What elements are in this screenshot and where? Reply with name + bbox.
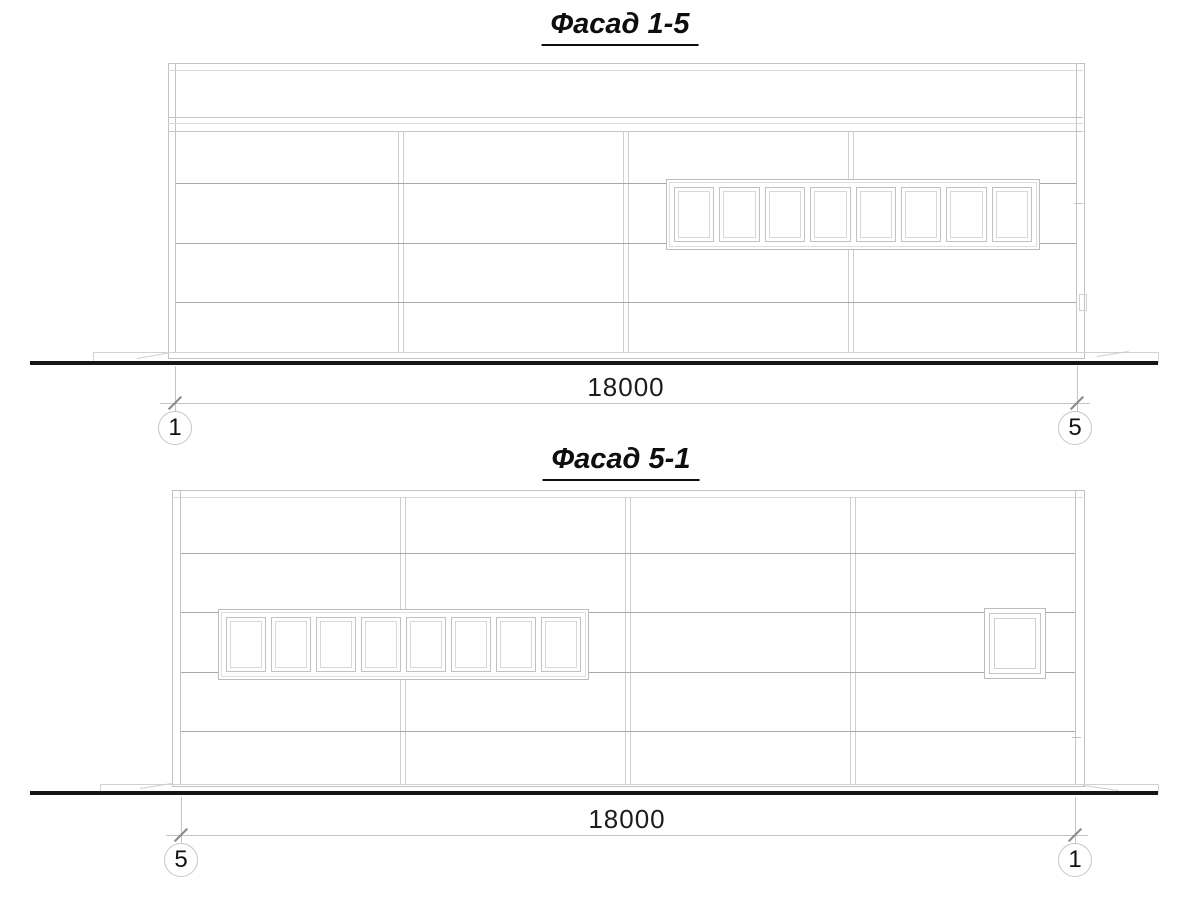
window-pane: [991, 187, 1032, 242]
panel-joint: [398, 131, 404, 352]
window-pane: [496, 617, 536, 672]
siding-line: [181, 672, 1075, 673]
axis-label: 1: [1068, 846, 1082, 873]
window-pane: [946, 187, 987, 242]
siding-line: [176, 183, 1076, 184]
window-pane: [855, 187, 896, 242]
extension-line: [175, 366, 176, 412]
wall-left-inner-line: [180, 490, 181, 784]
wall-right-inner-line: [1076, 63, 1077, 352]
window-pane-glass: [365, 621, 397, 668]
window-pane: [810, 187, 851, 242]
siding-line: [181, 612, 1075, 613]
dimension-line: [166, 835, 1088, 836]
window-pane: [719, 187, 760, 242]
band-line: [168, 131, 1083, 132]
dimension-label: 18000: [588, 804, 666, 834]
window-pane-glass: [859, 191, 892, 238]
window-pane: [900, 187, 942, 242]
window-pane-glass: [275, 621, 307, 668]
single-window-frame: [989, 613, 1041, 674]
axis-label: 5: [1068, 414, 1082, 441]
edge-mark: [1079, 294, 1087, 311]
window-pane: [764, 187, 806, 242]
ribbon-window: [666, 179, 1040, 250]
ribbon-window: [218, 609, 589, 680]
siding-line: [176, 302, 1076, 303]
panel-joint: [625, 497, 631, 784]
window-pane: [406, 617, 446, 672]
edge-mark: [1072, 737, 1081, 738]
axis-bubble-1: 1: [1058, 843, 1092, 877]
window-pane-glass: [545, 621, 577, 668]
band-line: [168, 117, 1083, 118]
facade-5-1-title: Фасад 5-1: [542, 443, 700, 481]
siding-line: [181, 731, 1075, 732]
edge-mark: [1074, 203, 1083, 204]
window-pane: [451, 617, 491, 672]
facade-1-5-title: Фасад 1-5: [541, 8, 699, 46]
window-pane-glass: [768, 191, 802, 238]
wall-outline: [168, 63, 1085, 359]
window-pane-glass: [410, 621, 442, 668]
window-pane: [541, 617, 581, 672]
window-pane-glass: [678, 191, 711, 238]
ground-line: [30, 361, 1158, 365]
extension-line: [1075, 797, 1076, 843]
window-pane-glass: [230, 621, 262, 668]
axis-bubble-5: 5: [164, 843, 198, 877]
single-window-glass: [994, 618, 1036, 669]
window-pane: [361, 617, 401, 672]
window-pane: [674, 187, 715, 242]
parapet-inner-line: [168, 70, 1083, 71]
wall-left-inner-line: [175, 63, 176, 352]
siding-line: [176, 243, 1076, 244]
dimension-line: [160, 403, 1090, 404]
wall-outline: [172, 490, 1085, 787]
axis-label: 5: [174, 846, 188, 873]
panel-joint: [850, 497, 856, 784]
window-pane-glass: [950, 191, 983, 238]
window-pane: [316, 617, 356, 672]
extension-line: [181, 797, 182, 843]
parapet-inner-line: [172, 497, 1083, 498]
window-pane-glass: [904, 191, 938, 238]
axis-label: 1: [168, 414, 182, 441]
extension-line: [1077, 366, 1078, 412]
window-pane: [226, 617, 266, 672]
band-line: [168, 123, 1083, 124]
ribbon-window-frame: [669, 182, 1037, 247]
panel-joint: [623, 131, 629, 352]
siding-line: [181, 553, 1075, 554]
window-pane-glass: [455, 621, 487, 668]
window-pane: [271, 617, 311, 672]
ground-line: [30, 791, 1158, 795]
window-pane-glass: [723, 191, 756, 238]
window-pane-glass: [500, 621, 532, 668]
axis-bubble-5: 5: [1058, 411, 1092, 445]
window-pane-glass: [814, 191, 847, 238]
window-pane-glass: [320, 621, 352, 668]
single-window: [984, 608, 1046, 679]
window-pane-glass: [995, 191, 1028, 238]
wall-right-inner-line: [1075, 490, 1076, 784]
axis-bubble-1: 1: [158, 411, 192, 445]
ribbon-window-frame: [221, 612, 586, 677]
dimension-label: 18000: [587, 372, 665, 402]
